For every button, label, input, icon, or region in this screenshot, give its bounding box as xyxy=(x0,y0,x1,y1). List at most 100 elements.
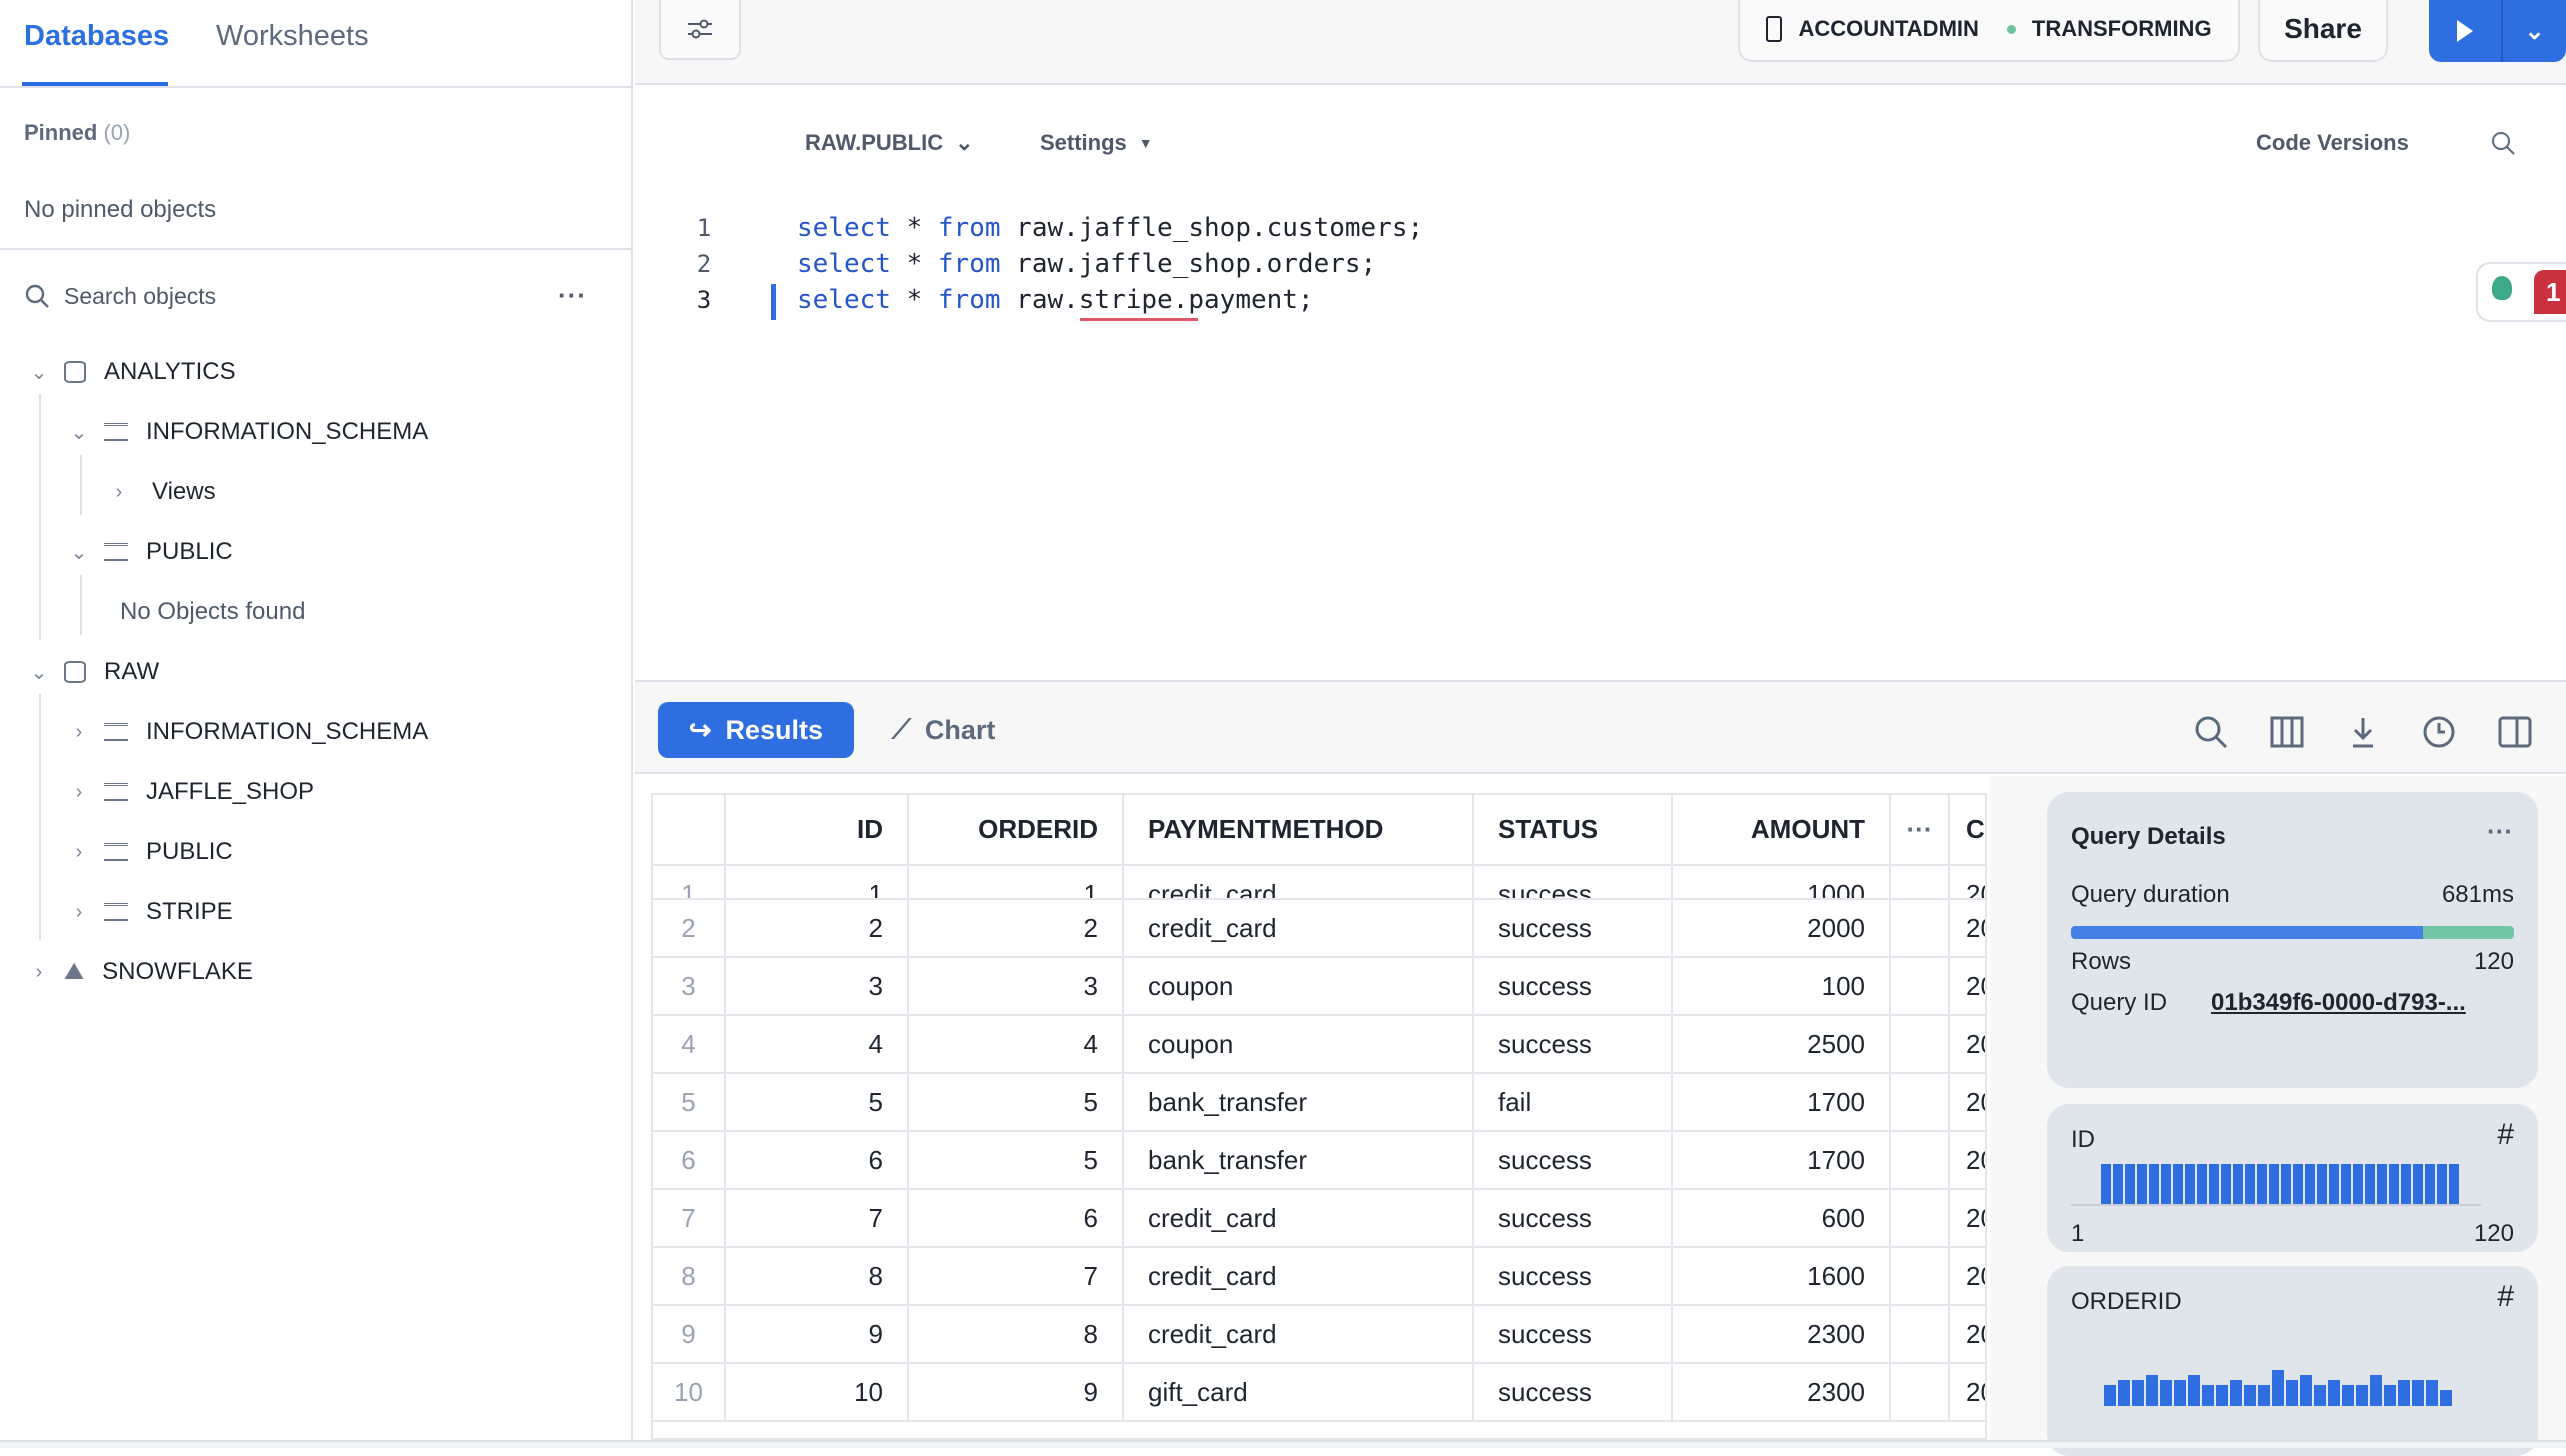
table-cell[interactable]: 2 xyxy=(725,899,909,958)
histogram-bar[interactable] xyxy=(2188,1374,2200,1406)
histogram-bar[interactable] xyxy=(2356,1385,2368,1406)
table-cell[interactable]: fail xyxy=(1473,1073,1673,1132)
table-cell[interactable] xyxy=(1890,899,1950,958)
table-cell[interactable]: 1 xyxy=(908,865,1124,900)
column-stats-orderid[interactable]: ORDERID # xyxy=(2047,1266,2538,1456)
histogram-bar[interactable] xyxy=(2449,1164,2459,1204)
filter-settings-button[interactable] xyxy=(659,0,741,60)
table-cell[interactable] xyxy=(1890,1189,1950,1248)
table-cell[interactable]: 4 xyxy=(725,1015,909,1074)
histogram-bar[interactable] xyxy=(2269,1164,2279,1204)
histogram-bar[interactable] xyxy=(2286,1380,2298,1406)
table-cell[interactable]: success xyxy=(1473,1131,1673,1190)
histogram-bar[interactable] xyxy=(2341,1164,2351,1204)
histogram-bar[interactable] xyxy=(2440,1390,2452,1406)
table-cell[interactable]: 2018 xyxy=(1949,1363,1985,1422)
table-cell[interactable]: 9 xyxy=(908,1363,1124,1422)
table-cell[interactable]: 2 xyxy=(908,899,1124,958)
table-cell[interactable] xyxy=(1890,1247,1950,1306)
table-cell[interactable] xyxy=(1890,1131,1950,1190)
table-cell[interactable]: 6 xyxy=(908,1189,1124,1248)
query-id-link[interactable]: 01b349f6-0000-d793-... xyxy=(2211,989,2466,1016)
column-header-created[interactable]: CREATED xyxy=(1949,795,1985,866)
table-cell[interactable]: gift_card xyxy=(1123,1363,1474,1422)
table-cell[interactable]: 10 xyxy=(725,1363,909,1422)
histogram-bar[interactable] xyxy=(2125,1164,2135,1204)
pinned-header[interactable]: Pinned (0) xyxy=(24,120,130,146)
histogram-bar[interactable] xyxy=(2132,1380,2144,1406)
table-cell[interactable]: 2018 xyxy=(1949,899,1985,958)
table-cell[interactable]: 9 xyxy=(653,1305,726,1364)
tab-worksheets[interactable]: Worksheets xyxy=(216,20,369,52)
histogram-bar[interactable] xyxy=(2209,1164,2219,1204)
histogram-bar[interactable] xyxy=(2185,1164,2195,1204)
table-cell[interactable]: 2300 xyxy=(1672,1363,1891,1422)
table-cell[interactable]: 6 xyxy=(653,1131,726,1190)
more-options-icon[interactable]: ··· xyxy=(2487,816,2513,846)
table-cell[interactable] xyxy=(1890,865,1950,900)
histogram-bar[interactable] xyxy=(2317,1164,2327,1204)
search-results-icon[interactable] xyxy=(2193,714,2229,750)
tree-item-analytics[interactable]: ⌄ ANALYTICS xyxy=(28,347,236,397)
table-cell[interactable]: 2018 xyxy=(1949,1305,1985,1364)
table-cell[interactable]: 5 xyxy=(908,1131,1124,1190)
code-line[interactable]: select * from raw.stripe.payment; xyxy=(797,285,1314,315)
table-row[interactable]: 444couponsuccess25002018 xyxy=(653,1015,1985,1074)
table-cell[interactable]: 9 xyxy=(725,1305,909,1364)
table-cell[interactable]: 10 xyxy=(653,1363,726,1422)
histogram-bar[interactable] xyxy=(2174,1380,2186,1406)
table-cell[interactable]: 7 xyxy=(725,1189,909,1248)
histogram-bar[interactable] xyxy=(2137,1164,2147,1204)
table-cell[interactable]: 2000 xyxy=(1672,899,1891,958)
table-cell[interactable]: 1700 xyxy=(1672,1073,1891,1132)
table-cell[interactable]: success xyxy=(1473,1015,1673,1074)
side-panel-icon[interactable] xyxy=(2497,714,2533,750)
table-cell[interactable]: 1 xyxy=(725,865,909,900)
table-cell[interactable]: 3 xyxy=(725,957,909,1016)
histogram-bar[interactable] xyxy=(2370,1374,2382,1406)
hidden-columns-indicator[interactable]: ··· xyxy=(1890,795,1950,866)
histogram-bar[interactable] xyxy=(2412,1380,2424,1406)
table-cell[interactable]: credit_card xyxy=(1123,899,1474,958)
tree-item-stripe[interactable]: › STRIPE xyxy=(68,887,233,937)
histogram-bar[interactable] xyxy=(2146,1374,2158,1406)
table-cell[interactable]: 8 xyxy=(725,1247,909,1306)
columns-icon[interactable] xyxy=(2269,714,2305,750)
table-cell[interactable]: 2018 xyxy=(1949,1247,1985,1306)
column-header-paymentmethod[interactable]: PAYMENTMETHOD xyxy=(1123,795,1474,866)
table-cell[interactable]: 2300 xyxy=(1672,1305,1891,1364)
code-versions-button[interactable]: Code Versions xyxy=(2256,130,2409,155)
run-button[interactable] xyxy=(2429,0,2503,62)
histogram-bar[interactable] xyxy=(2258,1385,2270,1406)
tab-databases[interactable]: Databases xyxy=(24,20,170,52)
table-cell[interactable]: success xyxy=(1473,1305,1673,1364)
run-options-dropdown[interactable]: ⌄ xyxy=(2503,0,2566,62)
table-cell[interactable]: coupon xyxy=(1123,957,1474,1016)
histogram-bar[interactable] xyxy=(2426,1380,2438,1406)
table-cell[interactable]: coupon xyxy=(1123,1015,1474,1074)
table-cell[interactable]: credit_card xyxy=(1123,865,1474,900)
table-cell[interactable]: 2018 xyxy=(1949,1189,1985,1248)
table-cell[interactable]: 4 xyxy=(653,1015,726,1074)
histogram-bar[interactable] xyxy=(2160,1380,2172,1406)
tab-results[interactable]: ↪ Results xyxy=(658,702,854,758)
histogram-bar[interactable] xyxy=(2161,1164,2171,1204)
histogram-bar[interactable] xyxy=(2230,1380,2242,1406)
search-objects-input[interactable]: Search objects xyxy=(24,280,584,312)
table-cell[interactable]: 2018 xyxy=(1949,865,1985,900)
histogram-bar[interactable] xyxy=(2113,1164,2123,1204)
histogram-bar[interactable] xyxy=(2384,1385,2396,1406)
table-cell[interactable]: 600 xyxy=(1672,1189,1891,1248)
histogram-bar[interactable] xyxy=(2437,1164,2447,1204)
table-cell[interactable]: 1700 xyxy=(1672,1131,1891,1190)
histogram-bar[interactable] xyxy=(2233,1164,2243,1204)
histogram-bar[interactable] xyxy=(2118,1380,2130,1406)
histogram-bar[interactable] xyxy=(2281,1164,2291,1204)
histogram-bar[interactable] xyxy=(2173,1164,2183,1204)
table-cell[interactable]: 7 xyxy=(908,1247,1124,1306)
histogram-bar[interactable] xyxy=(2353,1164,2363,1204)
